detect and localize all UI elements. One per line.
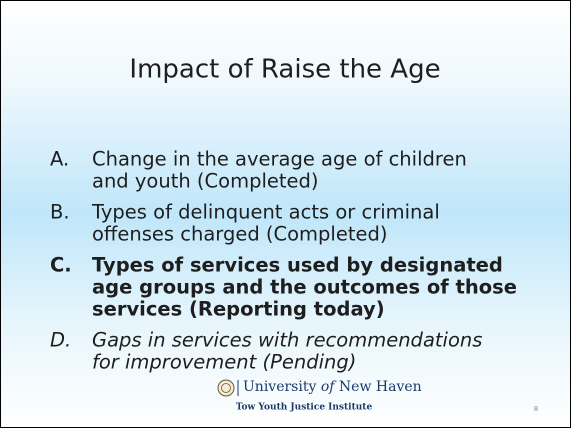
university-part: of <box>321 379 337 395</box>
item-text: age groups and the outcomes of those <box>92 276 517 299</box>
university-part: New Haven <box>339 379 422 395</box>
university-name: University of New Haven <box>243 379 422 395</box>
item-text: for improvement (Pending) <box>92 351 356 374</box>
item-marker: D. <box>50 329 71 352</box>
item-text: Types of services used by designated <box>92 254 503 277</box>
item-marker: B. <box>50 201 70 224</box>
item-text: Change in the average age of children <box>92 148 467 171</box>
item-text: offenses charged (Completed) <box>92 223 387 246</box>
item-marker: A. <box>50 148 69 171</box>
item-text: services (Reporting today) <box>92 298 385 321</box>
item-text: Gaps in services with recommendations <box>92 329 482 352</box>
page-number: 8 <box>534 405 538 413</box>
item-text: Types of delinquent acts or criminal <box>91 201 440 224</box>
institute-name: Tow Youth Justice Institute <box>236 403 373 413</box>
item-text: and youth (Completed) <box>92 170 319 193</box>
seal <box>217 379 239 397</box>
slide-title: Impact of Raise the Age <box>129 55 440 85</box>
item-marker: C. <box>50 254 72 277</box>
university-part: University <box>243 379 316 395</box>
